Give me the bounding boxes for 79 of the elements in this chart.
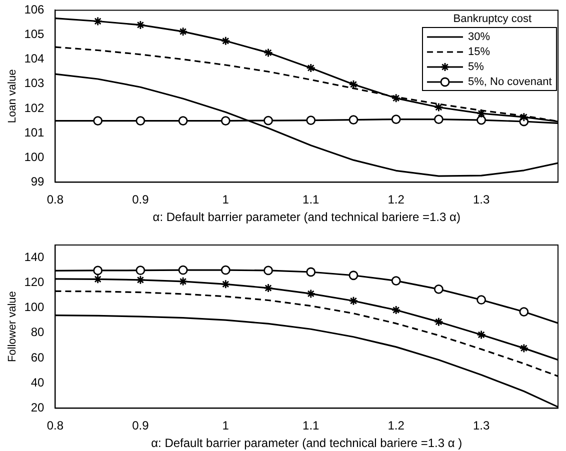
point [220, 279, 230, 289]
point [434, 317, 444, 327]
y-tick-label: 101 [24, 125, 45, 140]
y-tick-label: 80 [30, 325, 45, 340]
y-axis-title: Follower value [6, 291, 19, 362]
legend-label: 30% [468, 30, 490, 43]
point [476, 115, 486, 125]
point [306, 267, 316, 277]
x-tick-label: 1.1 [302, 418, 320, 433]
point [348, 80, 358, 90]
y-tick-label: 106 [24, 2, 45, 17]
point [434, 114, 444, 124]
point [264, 48, 273, 58]
point [391, 114, 401, 124]
point [264, 116, 273, 126]
legend-label: 5%, No covenant [468, 76, 552, 88]
x-tick-label: 1 [222, 418, 230, 433]
y-tick-label: 103 [24, 76, 45, 90]
x-axis-title: α: Default barrier parameter (and technical bariere =1.3 α) [152, 210, 460, 224]
point [264, 266, 273, 276]
point [178, 26, 188, 36]
point [178, 276, 188, 286]
point [476, 295, 486, 305]
point [306, 63, 316, 73]
y-tick-label: 40 [30, 375, 45, 390]
point [93, 116, 103, 126]
y-tick-label: 20 [30, 400, 45, 415]
y-axis-title: Loan value [6, 69, 19, 124]
x-tick-label: 1 [222, 192, 230, 207]
point [348, 296, 358, 306]
x-tick-label: 0.9 [132, 418, 150, 433]
point [220, 265, 230, 275]
y-tick-label: 104 [24, 52, 45, 66]
point [93, 16, 103, 26]
y-tick-label: 140 [24, 250, 45, 264]
point [434, 102, 444, 112]
point [476, 330, 486, 340]
point [348, 115, 358, 124]
x-tick-label: 0.8 [46, 418, 64, 433]
point [136, 275, 146, 285]
point [519, 307, 529, 316]
y-tick-label: 60 [30, 350, 45, 364]
y-tick-label: 100 [24, 300, 45, 314]
point [348, 270, 358, 280]
x-tick-label: 0.9 [132, 192, 150, 207]
point [220, 36, 230, 46]
point [391, 276, 401, 286]
point [306, 289, 316, 298]
point [178, 116, 188, 126]
y-tick-label: 105 [24, 27, 45, 42]
point [391, 93, 401, 103]
legend-label: 5% [468, 60, 484, 73]
y-tick-label: 100 [24, 150, 45, 164]
legend-title: Bankruptcy cost [452, 13, 533, 26]
point [93, 266, 103, 276]
point [178, 265, 188, 275]
x-tick-label: 1.2 [388, 418, 405, 433]
x-tick-label: 1.3 [472, 418, 490, 433]
x-tick-label: 1.1 [302, 192, 320, 207]
x-tick-label: 0.8 [46, 192, 64, 207]
x-tick-label: 1.3 [472, 192, 490, 207]
point [391, 305, 401, 315]
point [434, 284, 444, 294]
y-tick-label: 102 [24, 100, 45, 115]
point [136, 116, 146, 126]
point [136, 266, 146, 276]
y-tick-label: 120 [24, 274, 45, 289]
y-tick-label: 99 [30, 174, 45, 189]
point [306, 116, 316, 125]
legend-label: 15% [468, 46, 490, 58]
point [93, 274, 103, 284]
x-axis-title: α: Default barrier parameter (and technical bariere =1.3 α ) [151, 436, 462, 450]
point [519, 112, 529, 122]
point [136, 20, 146, 30]
point [519, 343, 529, 353]
point [264, 283, 273, 293]
x-tick-label: 1.2 [388, 192, 405, 207]
point [220, 116, 230, 126]
point [476, 108, 486, 118]
